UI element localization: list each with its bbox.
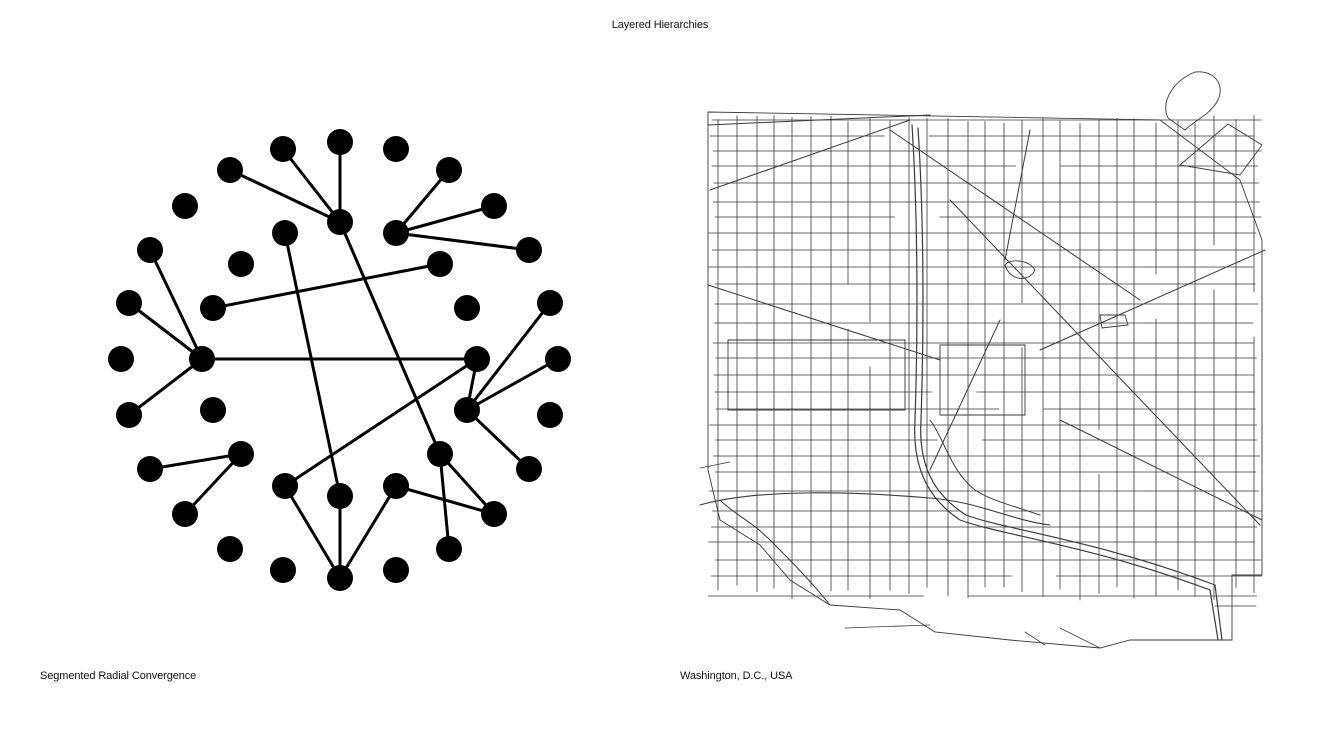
street: [1040, 250, 1265, 350]
railway-line: [918, 128, 1222, 640]
traffic-circle: [1005, 261, 1035, 279]
street: [890, 130, 1140, 300]
freeway: [700, 493, 1050, 525]
street: [1005, 130, 1030, 260]
freeway: [720, 500, 830, 605]
park-outline: [1180, 124, 1262, 175]
street: [1060, 420, 1262, 520]
street: [700, 462, 730, 468]
right-panel-caption: Washington, D.C., USA: [680, 670, 792, 682]
left-panel-caption: Segmented Radial Convergence: [40, 670, 196, 682]
street: [710, 120, 910, 190]
park-outline: [1166, 72, 1220, 130]
street: [930, 320, 1000, 470]
park-outline: [940, 345, 1025, 415]
street: [845, 625, 930, 628]
street: [950, 200, 1260, 525]
street: [1025, 632, 1045, 645]
